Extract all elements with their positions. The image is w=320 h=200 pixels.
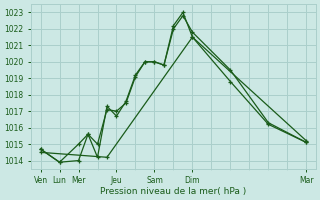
X-axis label: Pression niveau de la mer( hPa ): Pression niveau de la mer( hPa ) xyxy=(100,187,247,196)
